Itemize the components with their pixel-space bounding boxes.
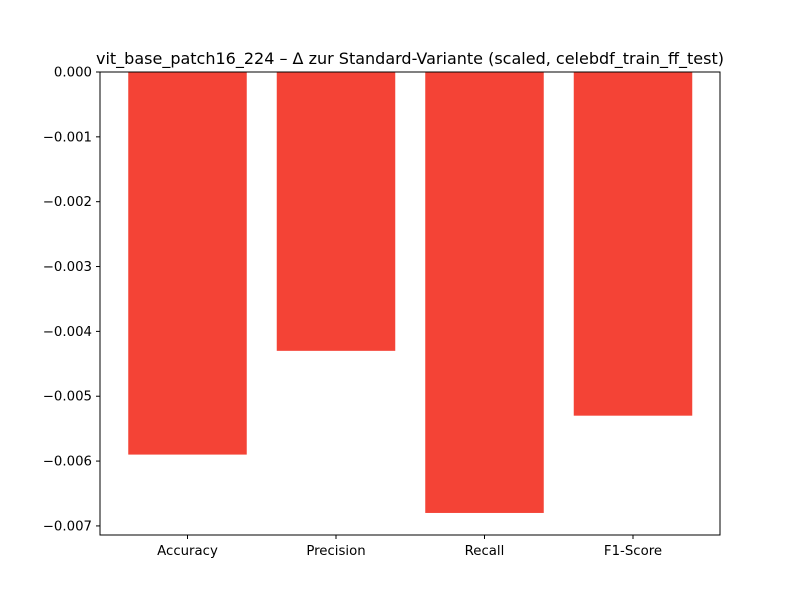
bar-f1-score xyxy=(573,72,693,416)
chart-title: vit_base_patch16_224 – Δ zur Standard-Va… xyxy=(96,49,724,69)
x-axis: Accuracy Precision Recall F1-Score xyxy=(157,535,662,559)
bar-precision xyxy=(276,72,396,351)
y-tick-label: −0.001 xyxy=(43,130,92,145)
y-tick-label: −0.005 xyxy=(43,390,92,405)
y-tick-label: −0.007 xyxy=(43,519,92,534)
axes-frame xyxy=(99,71,721,536)
x-tick-label: F1-Score xyxy=(604,544,662,559)
bars-group xyxy=(128,72,693,513)
y-tick-label: 0.000 xyxy=(54,66,92,81)
y-tick-label: −0.003 xyxy=(43,260,92,275)
x-tick-label: Precision xyxy=(306,544,365,559)
bar-accuracy xyxy=(128,72,247,455)
x-tick-label: Accuracy xyxy=(157,544,218,559)
y-tick-label: −0.004 xyxy=(43,325,92,340)
y-tick-label: −0.006 xyxy=(43,455,92,470)
bar-recall xyxy=(425,72,544,513)
y-axis: 0.000 −0.001 −0.002 −0.003 −0.004 −0.005 −0.00… xyxy=(43,66,100,534)
x-tick-label: Recall xyxy=(465,544,505,559)
y-tick-label: −0.002 xyxy=(43,195,92,210)
